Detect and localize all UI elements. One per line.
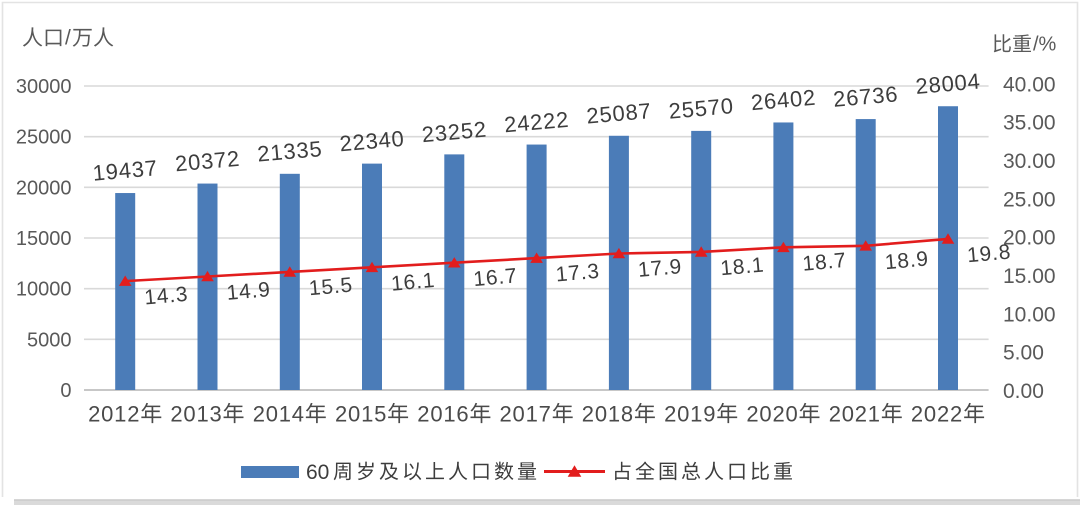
svg-text:2021: 2021 bbox=[829, 401, 881, 426]
svg-text:25087: 25087 bbox=[585, 98, 652, 129]
svg-text:16.7: 16.7 bbox=[472, 264, 518, 291]
svg-text:17.3: 17.3 bbox=[555, 260, 601, 287]
svg-text:19437: 19437 bbox=[92, 155, 159, 186]
svg-text:23252: 23252 bbox=[421, 117, 488, 148]
svg-text:2014: 2014 bbox=[253, 401, 305, 426]
svg-text:18.7: 18.7 bbox=[802, 249, 848, 276]
svg-text:25000: 25000 bbox=[16, 127, 72, 149]
svg-text:2022: 2022 bbox=[911, 401, 963, 426]
svg-text:24222: 24222 bbox=[503, 107, 570, 138]
svg-text:16.1: 16.1 bbox=[390, 269, 436, 296]
svg-text:2015: 2015 bbox=[335, 401, 387, 426]
svg-text:15.5: 15.5 bbox=[308, 274, 354, 301]
svg-text:10000: 10000 bbox=[16, 279, 72, 301]
svg-text:2017: 2017 bbox=[500, 401, 552, 426]
svg-text:2013: 2013 bbox=[170, 401, 222, 426]
svg-text:0.00: 0.00 bbox=[1003, 380, 1044, 403]
svg-text:60: 60 bbox=[306, 461, 329, 484]
svg-text:2016: 2016 bbox=[417, 401, 469, 426]
svg-text:35.00: 35.00 bbox=[1003, 112, 1056, 135]
svg-text:26736: 26736 bbox=[832, 81, 899, 112]
svg-text:25570: 25570 bbox=[668, 93, 735, 124]
svg-text:2018: 2018 bbox=[582, 401, 634, 426]
svg-text:14.3: 14.3 bbox=[143, 283, 189, 310]
svg-text:2019: 2019 bbox=[664, 401, 716, 426]
svg-text:20.00: 20.00 bbox=[1003, 227, 1056, 250]
svg-text:30000: 30000 bbox=[16, 76, 72, 98]
svg-text:25.00: 25.00 bbox=[1003, 188, 1056, 211]
svg-text:18.1: 18.1 bbox=[719, 254, 765, 281]
svg-text:5000: 5000 bbox=[27, 329, 72, 351]
svg-text:26402: 26402 bbox=[750, 85, 817, 116]
svg-text:18.9: 18.9 bbox=[884, 247, 930, 274]
svg-text:/%: /% bbox=[1033, 34, 1057, 56]
svg-text:30.00: 30.00 bbox=[1003, 150, 1056, 173]
svg-text:20372: 20372 bbox=[174, 146, 241, 177]
svg-text:/: / bbox=[65, 27, 71, 50]
svg-text:21335: 21335 bbox=[256, 136, 323, 167]
svg-text:15000: 15000 bbox=[16, 228, 72, 250]
svg-text:14.9: 14.9 bbox=[226, 278, 272, 305]
svg-text:2020: 2020 bbox=[746, 401, 798, 426]
svg-text:28004: 28004 bbox=[914, 68, 981, 99]
svg-text:2012: 2012 bbox=[88, 401, 140, 426]
svg-text:22340: 22340 bbox=[338, 126, 405, 157]
svg-text:5.00: 5.00 bbox=[1003, 342, 1044, 365]
svg-text:15.00: 15.00 bbox=[1003, 265, 1056, 288]
svg-text:40.00: 40.00 bbox=[1003, 73, 1056, 96]
svg-text:10.00: 10.00 bbox=[1003, 303, 1056, 326]
svg-text:20000: 20000 bbox=[16, 177, 72, 199]
svg-text:17.9: 17.9 bbox=[637, 255, 683, 282]
svg-text:0: 0 bbox=[60, 380, 71, 402]
svg-text:19.8: 19.8 bbox=[966, 241, 1012, 268]
